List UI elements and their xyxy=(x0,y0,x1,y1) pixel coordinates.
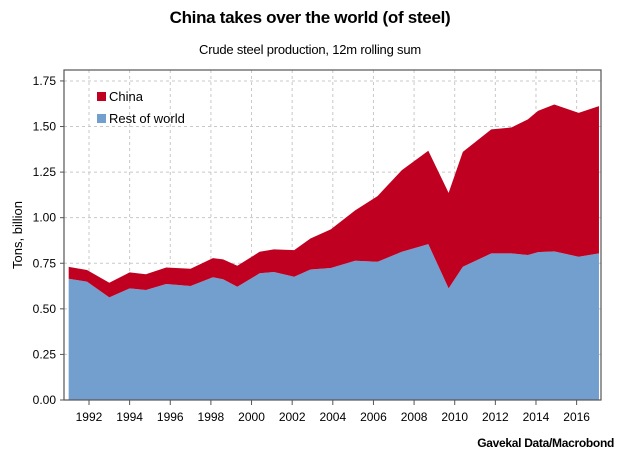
y-tick-label: 0.50 xyxy=(33,302,57,316)
x-tick-label: 2006 xyxy=(360,410,387,424)
y-tick-label: 0.75 xyxy=(33,256,57,270)
x-tick-label: 1998 xyxy=(198,410,225,424)
source-label: Gavekal Data/Macrobond xyxy=(477,436,614,450)
x-tick-label: 2002 xyxy=(279,410,306,424)
x-tick-label: 2010 xyxy=(441,410,468,424)
x-tick-label: 2000 xyxy=(238,410,265,424)
y-tick-label: 1.50 xyxy=(33,120,57,134)
y-tick-label: 1.75 xyxy=(33,74,57,88)
y-tick-label: 0.25 xyxy=(33,347,57,361)
area-china xyxy=(68,104,599,298)
axes: 0.00 0.25 0.50 0.75 1.00 1.25 1.50 1.75 1992 1994… xyxy=(33,69,602,424)
y-tick-label: 1.25 xyxy=(33,165,57,179)
y-tick-label: 0.00 xyxy=(33,393,57,407)
area-rest-of-world xyxy=(68,244,599,400)
x-tick-label: 2012 xyxy=(482,410,509,424)
chart-title: China takes over the world (of steel) xyxy=(169,8,451,27)
legend-label: Rest of world xyxy=(109,111,185,126)
legend: China Rest of world xyxy=(97,89,185,126)
y-tick-label: 1.00 xyxy=(33,211,57,225)
x-tick-label: 1996 xyxy=(157,410,184,424)
chart-subtitle: Crude steel production, 12m rolling sum xyxy=(199,42,421,57)
legend-label: China xyxy=(109,89,144,104)
x-tick-label: 2016 xyxy=(563,410,590,424)
x-tick-label: 1994 xyxy=(116,410,143,424)
areas xyxy=(68,104,599,400)
x-tick-label: 2008 xyxy=(401,410,428,424)
x-tick-label: 2014 xyxy=(523,410,550,424)
legend-swatch xyxy=(97,114,106,123)
x-tick-label: 2004 xyxy=(319,410,346,424)
x-tick-label: 1992 xyxy=(76,410,103,424)
y-axis-label: Tons, billion xyxy=(10,201,25,269)
plot-frame xyxy=(63,69,602,401)
legend-swatch xyxy=(97,92,106,101)
